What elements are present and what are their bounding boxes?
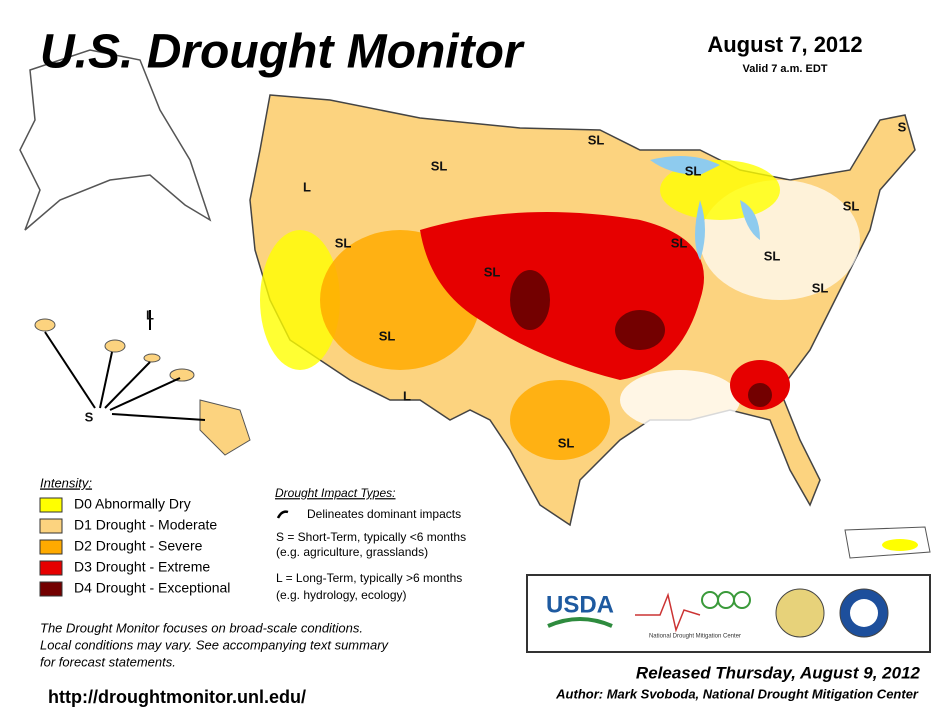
usda-swoosh: [547, 617, 613, 628]
legend-swatch: [39, 560, 63, 576]
alaska: [19, 49, 212, 231]
drought-area: [748, 383, 772, 407]
great-lakes: [650, 156, 760, 260]
map-label: SL: [431, 158, 448, 173]
map-label: S: [85, 409, 94, 424]
legend-swatch: [39, 497, 63, 513]
map-label: L: [403, 388, 411, 403]
map-label: SL: [588, 132, 605, 147]
drought-area: [260, 230, 340, 370]
ndmc-line: [635, 592, 701, 633]
drought-area: [882, 539, 918, 551]
map-label: SL: [764, 248, 781, 263]
map-label: SL: [484, 264, 501, 279]
legend-swatch: [39, 518, 63, 534]
valid-time: Valid 7 a.m. EDT: [743, 63, 828, 75]
legend-label: D4 Drought - Exceptional: [74, 580, 230, 596]
legend-label: D3 Drought - Extreme: [74, 559, 210, 575]
impact-line: (e.g. agriculture, grasslands): [276, 545, 428, 559]
map-label: S: [898, 119, 907, 134]
impact-legend: Drought Impact Types: Delineates dominan…: [275, 486, 466, 602]
map-label: SL: [812, 280, 829, 295]
legend-label: D2 Drought - Severe: [74, 538, 203, 554]
impact-line: L = Long-Term, typically >6 months: [276, 571, 462, 585]
legend-title: Intensity:: [40, 475, 92, 490]
map-label: SL: [843, 198, 860, 213]
url[interactable]: http://droughtmonitor.unl.edu/: [48, 687, 306, 707]
map-label: SL: [671, 235, 688, 250]
note-line: for forecast statements.: [40, 654, 176, 669]
drought-area: [510, 380, 610, 460]
legend-label: D1 Drought - Moderate: [74, 517, 217, 533]
map-label: SL: [685, 163, 702, 178]
callout-lines: [44, 310, 206, 421]
released: Released Thursday, August 9, 2012: [636, 663, 921, 682]
doc-seal: [775, 588, 825, 638]
impact-line: Delineates dominant impacts: [307, 507, 461, 521]
drought-area: [620, 370, 740, 430]
hawaii: [34, 318, 251, 456]
drought-area: [660, 160, 780, 220]
ndmc-trees: [701, 591, 751, 609]
note-line: Local conditions may vary. See accompany…: [40, 637, 390, 652]
date: August 7, 2012: [707, 32, 862, 57]
map-label: SL: [379, 328, 396, 343]
impact-icon: [276, 510, 289, 519]
impact-title: Drought Impact Types:: [275, 486, 396, 500]
ndmc-logo: National Drought Mitigation Center: [649, 634, 741, 640]
drought-area: [510, 270, 550, 330]
title: U.S. Drought Monitor: [40, 26, 525, 79]
impact-line: (e.g. hydrology, ecology): [276, 588, 407, 602]
map-label: L: [303, 179, 311, 194]
legend: Intensity: D0 Abnormally Dry D1 Drought -…: [39, 475, 230, 597]
note-line: The Drought Monitor focuses on broad-sca…: [40, 620, 363, 635]
legend-swatch: [39, 581, 63, 597]
map-label: L: [146, 307, 154, 322]
impact-line: S = Short-Term, typically <6 months: [276, 530, 466, 544]
author: Author: Mark Svoboda, National Drought M…: [555, 686, 919, 701]
map-label: SL: [335, 235, 352, 250]
usda-logo: USDA: [546, 591, 614, 618]
legend-swatch: [39, 539, 63, 555]
drought-area: [615, 310, 665, 350]
map-label: SL: [558, 435, 575, 450]
legend-label: D0 Abnormally Dry: [74, 496, 191, 512]
noaa-seal-inner: [850, 599, 878, 627]
